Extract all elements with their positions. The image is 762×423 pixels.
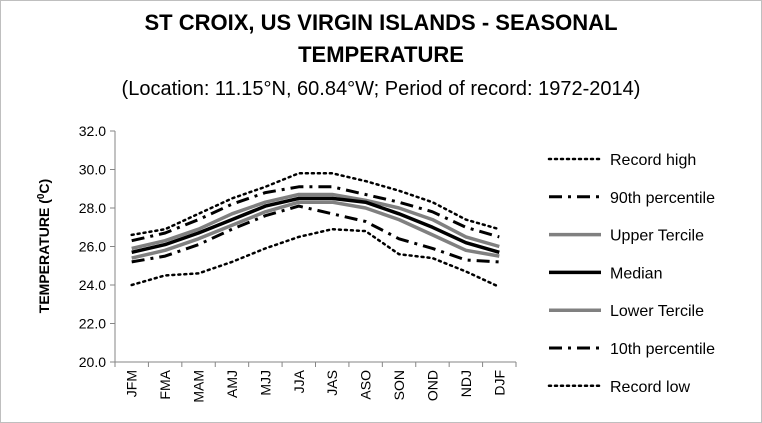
x-tick-label: ASO	[358, 370, 374, 400]
x-tick-label: OND	[424, 370, 440, 401]
legend-label: Lower Tercile	[610, 303, 704, 320]
x-tick-label: NDJ	[458, 370, 474, 397]
x-tick-label: JFM	[124, 370, 140, 397]
legend-label: 90th percentile	[610, 190, 715, 207]
y-tick-label: 30.0	[79, 162, 106, 178]
series-line-upper-tercile	[131, 192, 500, 251]
x-tick-label: FMA	[157, 369, 173, 399]
x-tick-label: MJJ	[257, 370, 273, 396]
legend-label: Record low	[610, 379, 690, 396]
y-axis-label-superscript: 0	[36, 193, 47, 199]
y-tick-label: 20.0	[79, 354, 106, 370]
x-tick-label: JAS	[324, 370, 340, 396]
legend-label: 10th percentile	[610, 341, 715, 358]
y-tick-label: 26.0	[79, 239, 106, 255]
x-tick-label: AMJ	[224, 370, 240, 398]
series-line-90th-percentile	[131, 185, 500, 243]
x-tick-label: SON	[391, 370, 407, 400]
series-line-record-high	[130, 172, 501, 237]
series-line-10th-percentile	[131, 204, 500, 264]
chart-title-line-2: TEMPERATURE	[298, 42, 464, 67]
series-line-record-low	[130, 227, 501, 289]
legend-label: Record high	[610, 152, 696, 169]
y-tick-label: 32.0	[79, 123, 106, 139]
y-tick-label: 24.0	[79, 277, 106, 293]
x-tick-label: DJF	[491, 370, 507, 396]
series-line-median	[131, 196, 500, 255]
y-axis-label-end: C)	[36, 179, 52, 194]
x-tick-label: MAM	[191, 370, 207, 403]
y-axis-label: TEMPERATURE (0C)	[36, 179, 52, 313]
legend-label: Upper Tercile	[610, 228, 704, 245]
series-line-lower-tercile	[131, 200, 500, 260]
x-tick-label: JJA	[291, 369, 307, 393]
y-axis-label-main: TEMPERATURE (	[36, 199, 52, 313]
chart-subtitle: (Location: 11.15°N, 60.84°W; Period of r…	[121, 78, 641, 100]
y-tick-label: 28.0	[79, 200, 106, 216]
y-tick-label: 22.0	[79, 316, 106, 332]
legend-label: Median	[610, 265, 662, 282]
chart-title-line-1: ST CROIX, US VIRGIN ISLANDS - SEASONAL	[144, 10, 618, 35]
